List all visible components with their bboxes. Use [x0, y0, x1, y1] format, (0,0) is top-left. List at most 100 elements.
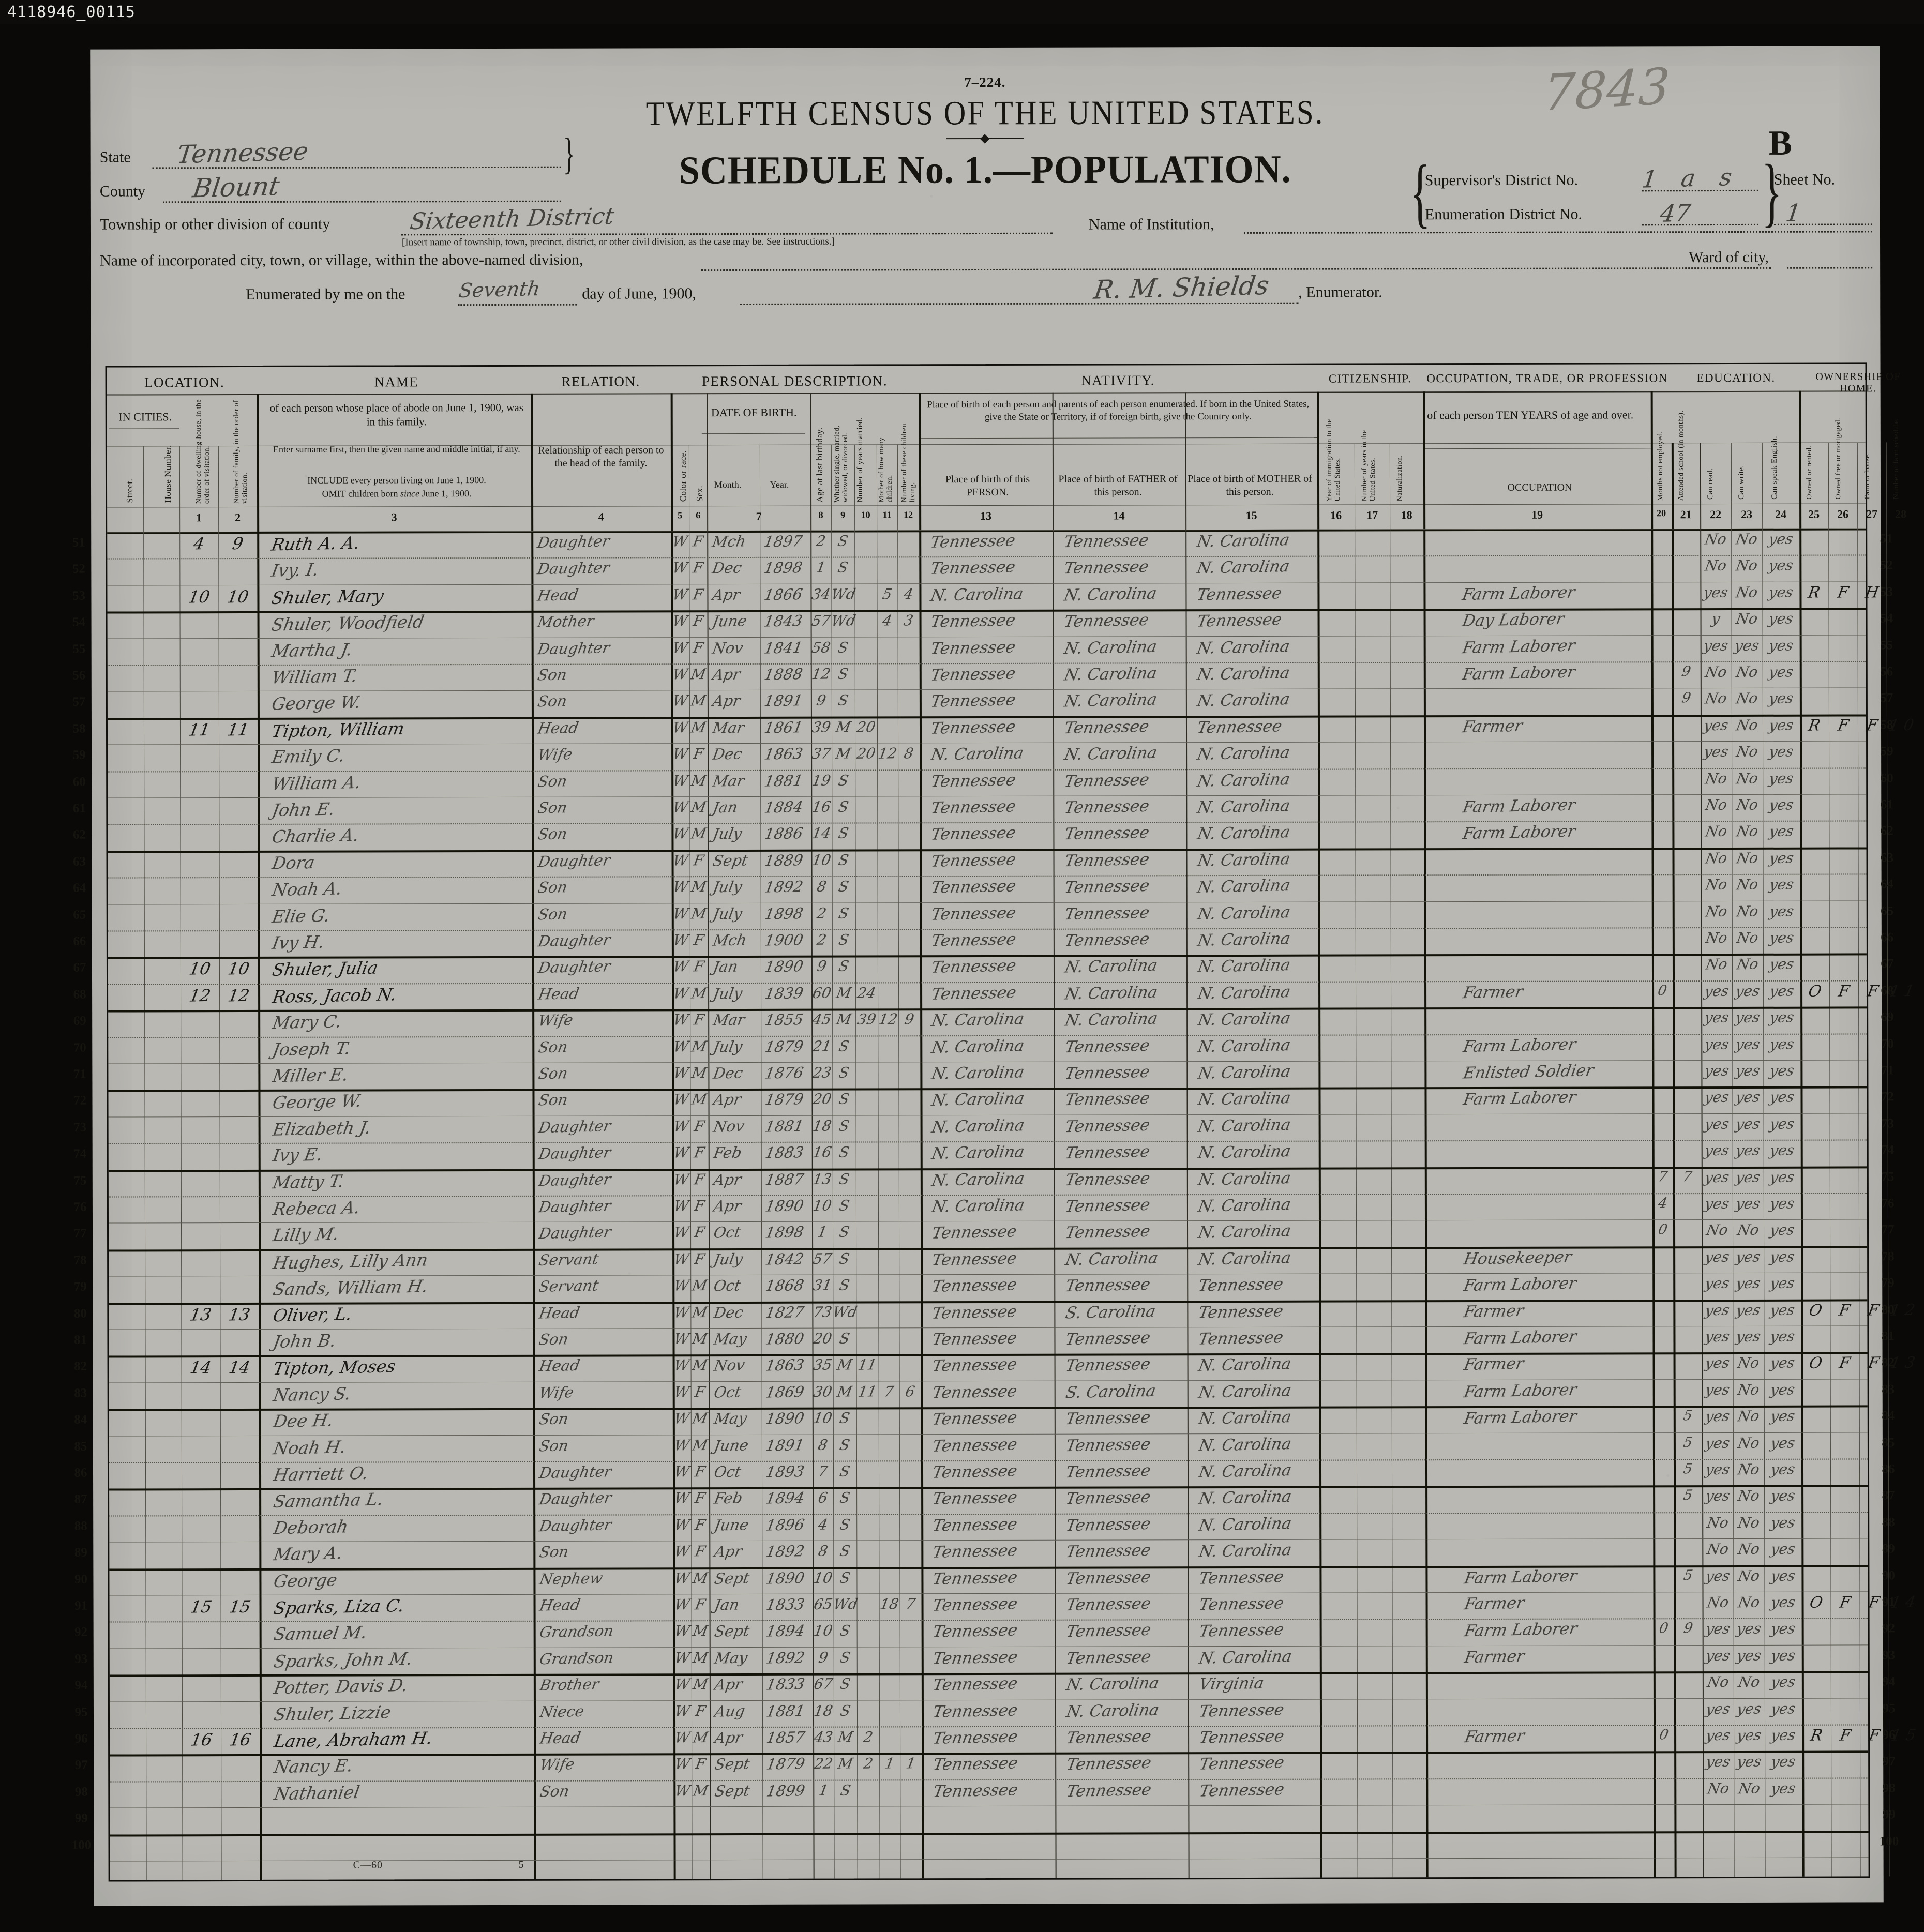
birth-year: 1866	[762, 585, 804, 604]
relation-value: Wife	[538, 1755, 576, 1774]
can-write-value: yes	[1735, 1620, 1763, 1638]
schedule-subtitle: SCHEDULE No. 1.—POPULATION.	[679, 147, 1291, 192]
state-label: State	[99, 148, 131, 166]
occupation-value: Enlisted Soldier	[1462, 1061, 1596, 1083]
footer-page-mark: 5	[518, 1859, 524, 1870]
label-family-order: Number of family, in the order of visita…	[232, 400, 249, 504]
relation-value: Son	[536, 666, 568, 684]
column-rule	[143, 446, 147, 1880]
birth-month: Sept	[713, 1755, 751, 1774]
can-speak-english-value: yes	[1770, 1779, 1797, 1798]
can-read-value: yes	[1703, 1141, 1731, 1159]
age-value: 9	[816, 957, 828, 975]
city-label: Name of incorporated city, town, or vill…	[100, 251, 583, 269]
can-speak-english-value: yes	[1769, 1753, 1797, 1771]
person-name: Nathaniel	[272, 1782, 362, 1804]
age-value: 2	[815, 904, 828, 922]
birthplace-mother: N. Carolina	[1197, 1460, 1293, 1482]
age-value: 16	[811, 1143, 833, 1161]
can-speak-english-value: yes	[1769, 1647, 1797, 1665]
row-number: 95	[74, 1705, 88, 1719]
can-write-value: No	[1735, 849, 1760, 867]
can-read-value: yes	[1704, 1274, 1731, 1292]
birth-year: 1839	[763, 984, 805, 1003]
birth-month: Mar	[711, 718, 746, 737]
marital-status: S	[838, 1223, 851, 1241]
owned-free-value: F	[1836, 716, 1851, 735]
sex-value: M	[689, 718, 708, 736]
age-value: 65	[812, 1595, 834, 1613]
marital-status: S	[839, 1782, 852, 1799]
color-race-value: W	[672, 1011, 690, 1029]
county-label: County	[99, 183, 146, 200]
sex-value: F	[692, 585, 705, 603]
owned-free-value: F	[1836, 583, 1850, 602]
can-read-value: yes	[1703, 1248, 1731, 1266]
attended-school-value: 5	[1682, 1408, 1694, 1424]
person-name: Sparks, Liza C.	[272, 1595, 406, 1619]
birth-month: June	[713, 1516, 750, 1534]
marital-status: M	[836, 1728, 854, 1746]
can-read-value: No	[1704, 849, 1729, 867]
can-write-value: yes	[1734, 1168, 1762, 1186]
birthplace-person: Tennessee	[931, 1515, 1019, 1535]
birth-month: Apr	[713, 1675, 744, 1694]
row-number: 64	[73, 881, 86, 895]
row-number: 59	[72, 748, 86, 762]
occupation-value: Farmer	[1461, 982, 1525, 1003]
children-living-count: 6	[904, 1382, 916, 1400]
birth-year: 1827	[764, 1303, 806, 1322]
can-read-value: yes	[1703, 1008, 1731, 1027]
nativity-underrule	[919, 437, 1317, 439]
color-race-value: W	[672, 1117, 690, 1135]
person-name: Joseph T.	[270, 1037, 352, 1060]
age-value: 13	[811, 1170, 833, 1188]
can-read-value: yes	[1702, 583, 1730, 601]
can-speak-english-value: yes	[1768, 849, 1795, 867]
person-name: Ivy. I.	[269, 560, 321, 581]
age-value: 4	[817, 1516, 829, 1533]
sex-value: M	[690, 904, 708, 923]
row-number: 56	[1880, 665, 1893, 679]
pencil-archive-number: 7843	[1542, 57, 1672, 123]
occupation-value: Farm Laborer	[1462, 1088, 1578, 1109]
color-race-value: W	[672, 1197, 690, 1215]
column-number: 24	[1775, 507, 1787, 521]
age-value: 67	[813, 1675, 834, 1693]
color-race-value: W	[673, 1782, 692, 1800]
birthplace-father: N. Carolina	[1064, 1700, 1161, 1722]
birth-month: Apr	[712, 1170, 743, 1189]
birthplace-mother: Tennessee	[1195, 716, 1284, 737]
label-months-unemployed: Months not employed.	[1656, 431, 1665, 501]
attended-school-value: 5	[1682, 1567, 1694, 1583]
age-value: 8	[815, 878, 828, 896]
column-number: 17	[1366, 508, 1378, 522]
birthplace-father: Tennessee	[1064, 1567, 1152, 1588]
enumerator-label: , Enumerator.	[1298, 283, 1382, 301]
birth-year: 1886	[763, 824, 805, 843]
column-rule	[179, 446, 183, 1880]
row-number: 78	[73, 1253, 87, 1267]
birth-month: Apr	[711, 691, 742, 711]
label-year-immigration: Year of immigration to the United States…	[1325, 419, 1342, 502]
birthplace-person: Tennessee	[930, 1355, 1019, 1376]
row-number: 75	[1881, 1169, 1895, 1184]
can-speak-english-value: yes	[1767, 583, 1795, 601]
can-write-value: No	[1736, 1381, 1761, 1399]
owned-rented-value: O	[1808, 1354, 1824, 1373]
color-race-value: W	[671, 612, 689, 630]
can-read-value: yes	[1703, 1195, 1731, 1213]
can-speak-english-value: yes	[1767, 716, 1795, 734]
can-speak-english-value: yes	[1768, 1141, 1796, 1159]
birth-month: Sept	[711, 851, 749, 870]
can-speak-english-value: yes	[1769, 1593, 1797, 1611]
family-number: 11	[226, 719, 251, 740]
birthplace-father: Tennessee	[1063, 1195, 1152, 1216]
column-number: 21	[1680, 508, 1692, 521]
row-number: 66	[1881, 930, 1894, 945]
row-number: 74	[1881, 1143, 1895, 1157]
person-name: Samuel M.	[272, 1622, 369, 1645]
birth-month: July	[712, 1250, 745, 1269]
person-name: George W.	[270, 692, 363, 715]
birthplace-mother: N. Carolina	[1197, 1647, 1294, 1668]
